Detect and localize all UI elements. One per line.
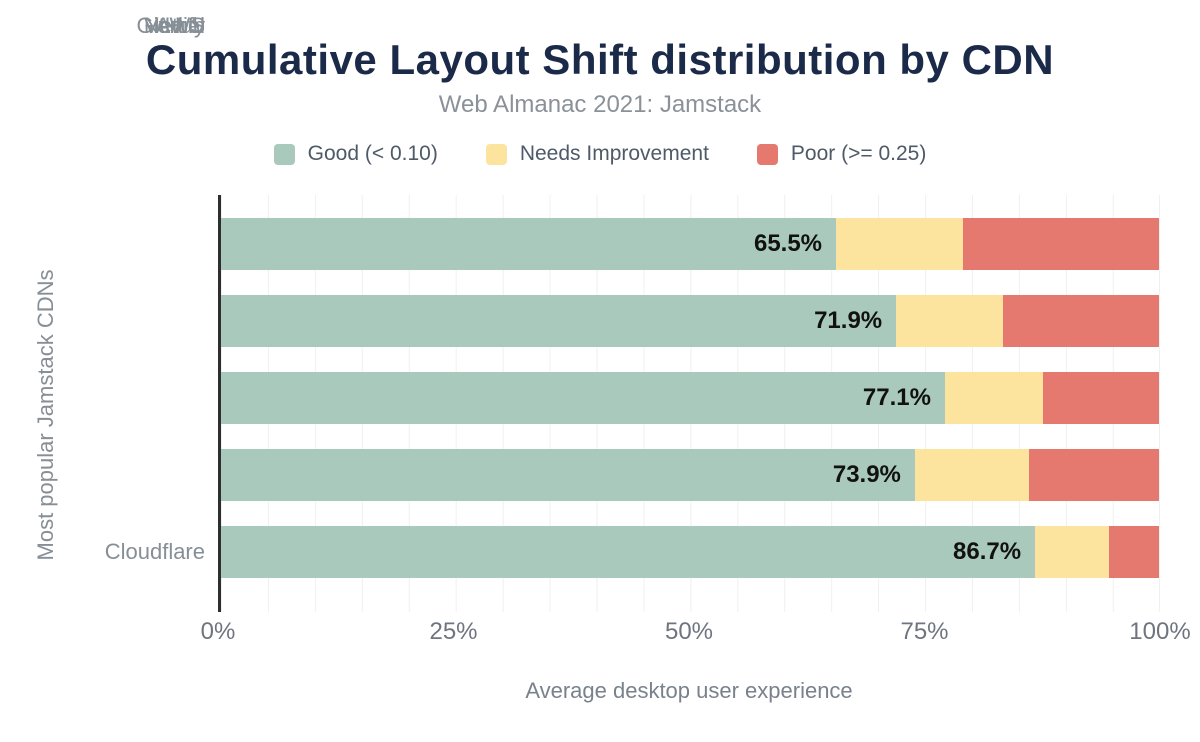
legend-item-needs-improvement[interactable]: Needs Improvement: [485, 142, 709, 166]
bar-row-vercel: 73.9%: [221, 449, 1160, 501]
bar-value-label: 73.9%: [832, 461, 901, 488]
bar-segment-needs-improvement[interactable]: [1035, 526, 1110, 578]
bar-segment-good[interactable]: 71.9%: [221, 295, 897, 347]
bar-segment-good[interactable]: 77.1%: [221, 372, 945, 424]
bar-row-netlify: 77.1%: [221, 372, 1160, 424]
x-tick-100: 100%: [1129, 618, 1191, 645]
bar-row-aws: 71.9%: [221, 295, 1160, 347]
bar-row-github: 86.7%: [221, 526, 1160, 578]
bar-segment-good[interactable]: 86.7%: [221, 526, 1036, 578]
bar-segment-good[interactable]: 73.9%: [221, 449, 915, 501]
bar-segment-poor[interactable]: [1028, 449, 1160, 501]
legend-swatch-needs-improvement-icon: [485, 143, 507, 165]
bar-segment-needs-improvement[interactable]: [914, 449, 1029, 501]
bar-value-label: 65.5%: [753, 230, 823, 257]
category-label-aws: AWS: [155, 13, 205, 38]
legend-swatch-poor-icon: [756, 143, 778, 165]
x-tick-75: 75%: [900, 618, 949, 645]
bar-segment-poor[interactable]: [1042, 372, 1160, 424]
bar-value-label: 71.9%: [814, 307, 883, 334]
y-axis-title: Most popular Jamstack CDNs: [33, 269, 58, 561]
bar-value-label: 77.1%: [862, 384, 931, 411]
bar-segment-poor[interactable]: [962, 218, 1160, 270]
category-label-cloudflare: Cloudflare: [104, 539, 205, 564]
x-tick-50: 50%: [664, 618, 714, 645]
bar-segment-needs-improvement[interactable]: [896, 295, 1004, 347]
chart-title: Cumulative Layout Shift distribution by …: [145, 36, 1055, 83]
bar-segment-needs-improvement[interactable]: [944, 372, 1043, 424]
x-tick-25: 25%: [429, 618, 478, 645]
bar-segment-needs-improvement[interactable]: [836, 218, 963, 270]
legend: Good (< 0.10) Needs Improvement Poor (>=…: [0, 142, 1200, 166]
bar-row-cloudflare: 65.5%: [221, 218, 1160, 270]
chart-subtitle: Web Almanac 2021: Jamstack: [438, 91, 762, 118]
category-label-github: GitHub: [136, 13, 205, 38]
bar-segment-poor[interactable]: [1003, 295, 1160, 347]
category-label-netlify: Netlify: [143, 13, 205, 38]
bar-group: 65.5% 71.9% 77.1%: [221, 218, 1160, 578]
legend-label-needs-improvement: Needs Improvement: [519, 142, 709, 165]
legend-item-good[interactable]: Good (< 0.10): [273, 142, 438, 166]
x-axis-ticks: 0% 25% 50% 75% 100%: [201, 618, 1191, 648]
bar-value-label: 86.7%: [953, 538, 1022, 565]
bar-segment-poor[interactable]: [1109, 526, 1160, 578]
legend-label-good: Good (< 0.10): [307, 142, 438, 165]
category-label-vercel: Vercel: [143, 13, 205, 38]
legend-swatch-good-icon: [273, 143, 295, 165]
bar-segment-good[interactable]: 65.5%: [221, 218, 837, 270]
x-tick-0: 0%: [200, 618, 236, 645]
x-axis-title: Average desktop user experience: [525, 678, 853, 703]
plot-area: 65.5% 71.9% 77.1%: [218, 195, 1160, 612]
legend-item-poor[interactable]: Poor (>= 0.25): [756, 142, 927, 166]
legend-label-poor: Poor (>= 0.25): [790, 142, 927, 165]
